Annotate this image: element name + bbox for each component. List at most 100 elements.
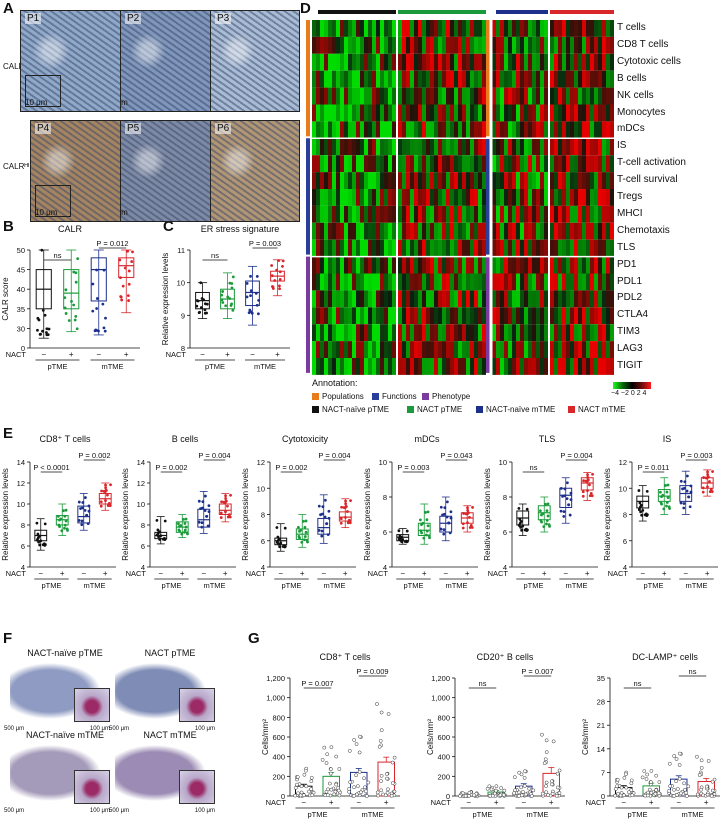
micrograph-p1: P1 10 μm <box>20 10 122 112</box>
data-point <box>320 758 325 762</box>
heatmap-cell <box>398 104 402 122</box>
heatmap-cell <box>550 341 554 358</box>
tissue-slide: 500 μm 100 μm <box>4 658 110 732</box>
heatmap-cell <box>590 222 594 240</box>
heatmap-cell <box>384 121 388 139</box>
data-point <box>624 785 629 790</box>
heatmap-cell <box>536 341 540 358</box>
heatmap-cell <box>336 324 340 342</box>
heatmap-cell <box>418 273 422 291</box>
data-point <box>72 303 76 307</box>
nact-sign: − <box>278 569 283 578</box>
heatmap-cell <box>324 172 328 189</box>
data-point <box>37 534 41 538</box>
heatmap-cell <box>504 172 508 189</box>
heatmap-cell <box>364 222 368 240</box>
y-tick-label: 8 <box>383 493 387 502</box>
group-bar-nact-mtme <box>550 10 614 14</box>
heatmap-cell <box>340 290 344 308</box>
heatmap-cell <box>348 53 352 71</box>
heatmap-cell <box>458 324 462 342</box>
chart-title: CD8⁺ T cells <box>320 652 371 662</box>
heatmap-cell <box>512 87 516 105</box>
data-point <box>424 511 427 514</box>
heatmap-cell <box>398 36 402 54</box>
data-point <box>245 281 249 285</box>
data-point <box>630 793 635 798</box>
heatmap-cell <box>340 324 344 342</box>
heatmap-cell <box>462 307 466 325</box>
heatmap-cell <box>332 87 336 105</box>
box <box>218 503 232 515</box>
heatmap-cell <box>356 273 360 291</box>
heatmap-cell <box>540 53 544 71</box>
data-point <box>375 790 380 795</box>
heatmap-cell <box>410 273 414 291</box>
heatmap-cell <box>570 189 574 206</box>
data-point <box>649 769 654 773</box>
heatmap-cell <box>550 324 554 342</box>
data-point <box>108 504 112 508</box>
scale-bar-label: 100 μm <box>194 726 215 732</box>
data-point <box>557 768 562 773</box>
heatmap-cell <box>372 121 376 139</box>
y-tick-label: 35 <box>17 305 25 314</box>
data-point <box>226 504 229 508</box>
heatmap-cell <box>434 138 438 156</box>
data-point <box>654 773 659 778</box>
heatmap-cell <box>528 138 532 156</box>
heatmap-cell <box>610 20 614 37</box>
nact-sign: + <box>494 798 499 807</box>
heatmap-cell <box>566 222 570 240</box>
heatmap-cell <box>384 20 388 37</box>
data-point <box>542 525 546 529</box>
nact-sign: + <box>384 798 389 807</box>
legend-item: NACT pTME <box>407 405 462 414</box>
data-point <box>645 490 649 493</box>
data-point <box>544 784 548 788</box>
data-point <box>563 487 567 491</box>
y-tick-label: 28 <box>597 698 605 707</box>
heatmap-cell <box>426 205 430 223</box>
data-point <box>622 775 627 780</box>
heatmap-cell <box>458 104 462 122</box>
heatmap-cell <box>536 70 540 88</box>
nact-sign: − <box>563 569 568 578</box>
data-point <box>130 260 134 263</box>
heatmap-cell <box>512 189 516 206</box>
scale-bar-label: 500 μm <box>4 726 25 732</box>
heatmap-cell <box>316 121 320 139</box>
heatmap-cell <box>504 324 508 342</box>
heatmap-cell <box>398 70 402 88</box>
heatmap-cell <box>574 307 578 325</box>
heatmap-cell <box>438 222 442 240</box>
heatmap-cell <box>520 36 524 54</box>
heatmap-cell <box>316 189 320 206</box>
heatmap-cell <box>532 273 536 291</box>
data-point <box>682 781 686 786</box>
y-axis-label: Cells/mm² <box>426 719 435 755</box>
heatmap-cell <box>430 290 434 308</box>
heatmap-cell <box>610 172 614 189</box>
heatmap-cell <box>570 205 574 223</box>
heatmap-cell <box>520 20 524 37</box>
heatmap-cell <box>328 121 332 139</box>
data-point <box>273 279 277 282</box>
heatmap-cell <box>462 36 466 54</box>
heatmap-cell <box>496 307 500 325</box>
heatmap-cell <box>384 239 388 257</box>
box <box>245 280 260 307</box>
nact-sign: − <box>466 798 471 807</box>
data-point <box>541 512 545 516</box>
data-point <box>565 497 569 501</box>
heatmap-cell <box>590 256 594 274</box>
heatmap-cell <box>544 70 548 88</box>
heatmap-cell <box>384 205 388 223</box>
heatmap-cell <box>554 239 558 257</box>
heatmap-row-label: CTLA4 <box>617 309 649 321</box>
heatmap-cell <box>482 36 486 54</box>
heatmap-cell <box>356 239 360 257</box>
heatmap-cell <box>500 87 504 105</box>
data-point <box>364 789 368 794</box>
